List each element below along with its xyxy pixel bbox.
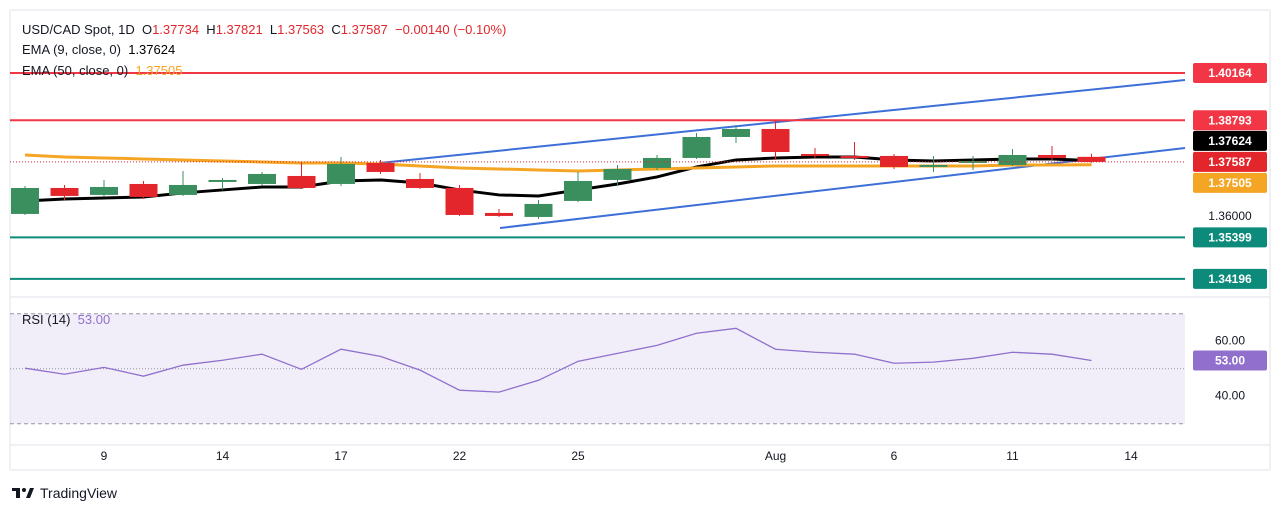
candle-body [129,183,158,197]
x-tick-label: 6 [891,449,898,463]
ohlc-key: L [269,22,278,37]
symbol-title: USD/CAD Spot, 1D [22,22,135,37]
channel-lower [499,147,1186,229]
y-tick-label: 60.00 [1215,333,1245,347]
legend-name: RSI (14) [22,312,71,327]
level-label: 1.40164 [1208,66,1252,80]
level-label: 1.38793 [1208,113,1252,127]
legend-rsi: RSI (14) 53.00 [22,312,110,327]
level-label-bg [1193,227,1267,248]
ema-badge: 1.37624 [1208,134,1252,148]
branding: TradingView [12,485,117,501]
candle-body [1038,154,1066,158]
ema-badge-bg [1193,172,1267,193]
ohlc-value: 1.37563 [277,22,325,37]
legend-value: 1.37505 [135,63,183,78]
candle-body [1077,156,1106,162]
level-label: 1.35399 [1208,231,1252,245]
candle-body [801,153,829,156]
logo [12,488,34,498]
ohlc-value: 1.37821 [215,22,263,37]
candle-body [682,136,711,158]
candle-body [524,203,553,217]
x-tick-label: 22 [453,449,467,463]
change-percent: (−0.10%) [453,22,507,37]
candle-body [919,164,948,167]
level-label-bg [1193,110,1267,131]
ema-badge-bg [1193,130,1267,151]
ohlc-value: 1.37587 [340,22,388,37]
candle-body [761,128,790,152]
channel-upper [379,79,1186,164]
x-tick-label: 11 [1006,449,1019,463]
ohlc-value: 1.37734 [152,22,200,37]
x-tick-label: 9 [101,449,108,463]
ema-line [24,155,1092,203]
chart-frame [9,9,1271,471]
candle-body [722,128,750,137]
ema-badge: 1.37505 [1208,176,1252,190]
level-label: 1.34196 [1208,272,1252,286]
rsi-badge: 53.00 [1215,354,1245,368]
candle-body [445,187,474,215]
x-tick-label: 14 [1124,449,1138,463]
candle-body [366,162,395,172]
candle-body [603,168,632,180]
candle-body [90,186,118,195]
candle-body [880,155,908,167]
candle-body [327,163,355,184]
x-tick-label: 25 [571,449,585,463]
y-tick-label: 40.00 [1215,388,1245,402]
level-label-bg [1193,63,1267,84]
candle-body [564,180,592,201]
candle-body [998,154,1027,165]
rsi-line [24,327,1092,393]
candle-body [287,175,316,188]
brand-name: TradingView [40,485,118,501]
legend-ema9: EMA (9, close, 0) 1.37624 [22,42,175,57]
candle-body [50,187,79,196]
legend-ohlc: USD/CAD Spot, 1D O1.37734 H1.37821 L1.37… [22,22,506,37]
legend-name: EMA (50, close, 0) [22,63,129,78]
candle-body [169,184,197,195]
x-tick-label: 17 [334,449,348,463]
candle-body [643,157,671,168]
ohlc-key: O [141,22,153,37]
rsi-badge-bg [1193,350,1267,371]
last-price-badge-bg [1193,151,1267,172]
legend-value: 53.00 [77,312,111,327]
candle-body [406,178,434,188]
ema-line [24,153,1092,173]
candle-body [248,173,276,184]
ohlc-key: H [206,22,216,37]
level-label-bg [1193,268,1267,289]
legend-name: EMA (9, close, 0) [22,42,121,57]
ohlc-key: C [331,22,341,37]
x-tick-label: 14 [216,449,230,463]
legend-ema50: EMA (50, close, 0) 1.37505 [22,63,182,78]
last-price-badge: 1.37587 [1208,155,1252,169]
y-tick-label: 1.36000 [1208,209,1252,223]
candle-body [208,179,237,182]
x-tick-label: Aug [765,449,786,463]
candle-body [11,187,39,214]
change: −0.00140 [395,22,450,37]
candle-body [840,155,869,158]
candle-body [485,212,513,216]
legend-value: 1.37624 [128,42,176,57]
rsi-band [10,313,1185,424]
